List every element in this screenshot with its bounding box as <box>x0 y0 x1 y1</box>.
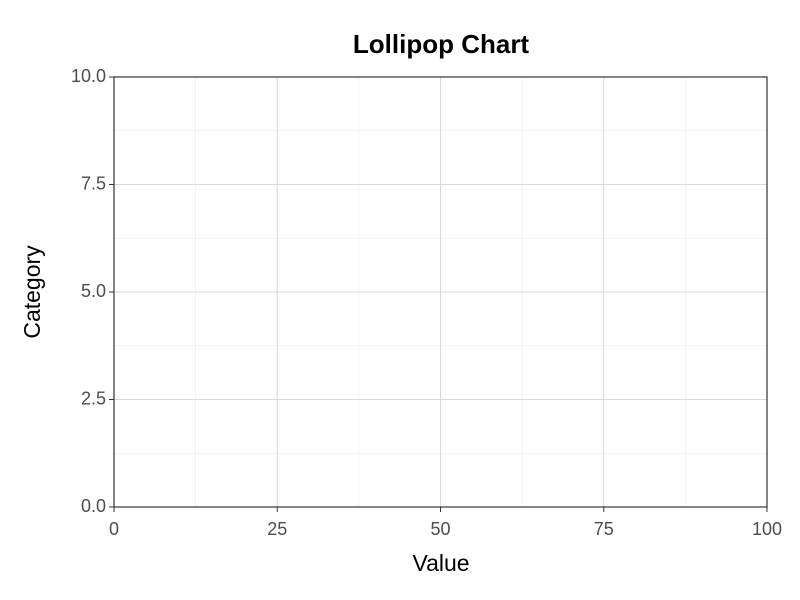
y-tick-label: 10.0 <box>71 66 106 86</box>
x-tick-label: 25 <box>267 519 287 539</box>
panel-border <box>113 76 768 508</box>
x-tick-label: 100 <box>752 519 782 539</box>
chart-title: Lollipop Chart <box>353 29 530 59</box>
y-tick-label: 7.5 <box>81 173 106 193</box>
x-tick-label: 0 <box>109 519 119 539</box>
x-tick-label: 75 <box>594 519 614 539</box>
x-axis-label: Value <box>412 550 469 576</box>
y-tick-label: 0.0 <box>81 496 106 516</box>
x-tick-label: 50 <box>430 519 450 539</box>
y-tick-label: 2.5 <box>81 388 106 408</box>
y-tick-label: 5.0 <box>81 281 106 301</box>
y-axis-label: Category <box>19 245 45 339</box>
